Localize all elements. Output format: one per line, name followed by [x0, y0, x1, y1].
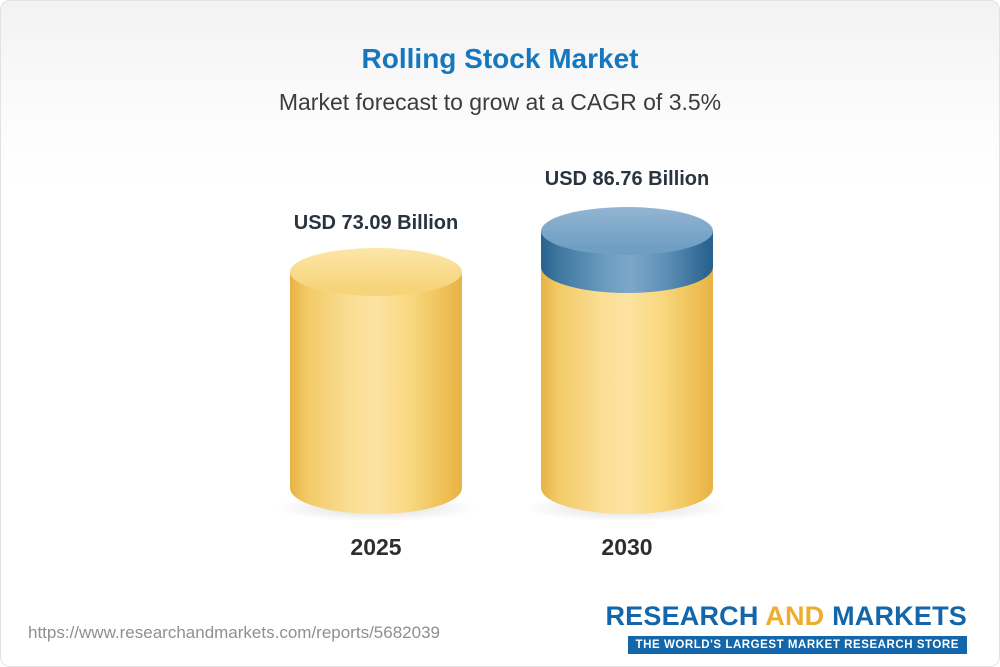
brand-logo: RESEARCH AND MARKETS THE WORLD'S LARGEST… [605, 601, 967, 654]
bar-2025 [270, 248, 482, 522]
bar-2030-growth-cap-top-ellipse [541, 207, 713, 255]
value-label-2025: USD 73.09 Billion [293, 212, 459, 234]
source-url-link[interactable]: https://www.researchandmarkets.com/repor… [28, 623, 440, 642]
brand-word-markets: MARKETS [832, 601, 967, 631]
bar-2030-body [541, 267, 713, 514]
brand-word-research: RESEARCH [605, 601, 759, 631]
bar-2025-body [290, 272, 462, 514]
brand-logo-wordmark: RESEARCH AND MARKETS [605, 601, 967, 632]
value-label-2030: USD 86.76 Billion [544, 168, 710, 190]
chart-subtitle: Market forecast to grow at a CAGR of 3.5… [278, 89, 722, 115]
brand-tagline: THE WORLD'S LARGEST MARKET RESEARCH STOR… [627, 636, 967, 654]
bar-2025-top-ellipse [290, 248, 462, 296]
category-label-2025: 2025 [350, 534, 402, 560]
brand-word-and: AND [765, 601, 825, 631]
category-label-2030: 2030 [601, 534, 653, 560]
bar-2030 [521, 207, 733, 522]
chart-title: Rolling Stock Market [361, 43, 639, 74]
